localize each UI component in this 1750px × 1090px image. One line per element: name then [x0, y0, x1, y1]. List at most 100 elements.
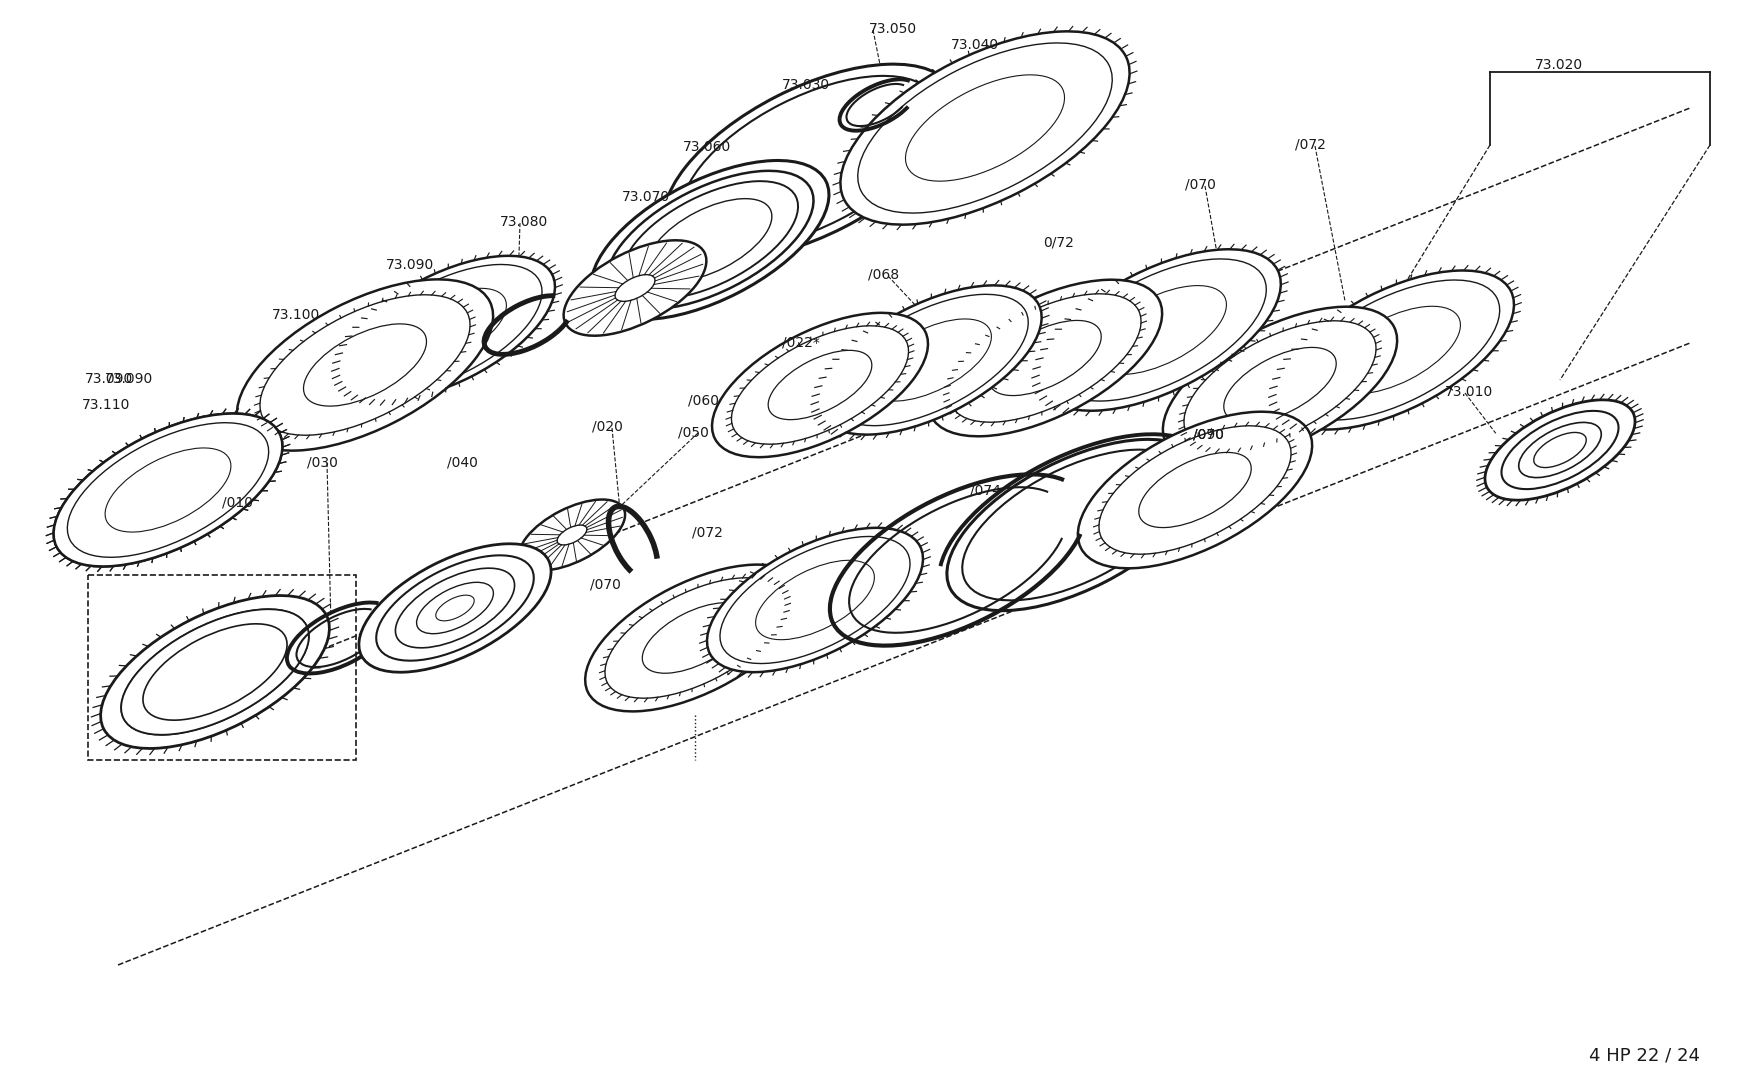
Text: 4 HP 22 / 24: 4 HP 22 / 24: [1589, 1047, 1699, 1065]
Ellipse shape: [963, 450, 1188, 601]
Ellipse shape: [621, 181, 798, 299]
Text: 73.050: 73.050: [870, 22, 917, 36]
Ellipse shape: [54, 413, 282, 567]
Ellipse shape: [1139, 452, 1251, 528]
Text: /074: /074: [970, 483, 1001, 497]
Ellipse shape: [947, 439, 1202, 610]
Ellipse shape: [819, 286, 1041, 435]
Ellipse shape: [556, 525, 586, 545]
Text: 73.010: 73.010: [1446, 385, 1493, 399]
Ellipse shape: [584, 565, 805, 712]
Ellipse shape: [520, 499, 625, 570]
Text: /072: /072: [1295, 138, 1326, 152]
Ellipse shape: [768, 350, 872, 420]
Text: /068: /068: [868, 268, 900, 282]
Ellipse shape: [707, 528, 922, 673]
Ellipse shape: [1533, 433, 1586, 468]
Text: /060: /060: [688, 393, 719, 407]
Ellipse shape: [189, 655, 240, 689]
Ellipse shape: [105, 448, 231, 532]
Text: 73.070: 73.070: [621, 190, 670, 204]
Text: /070: /070: [1194, 428, 1223, 443]
Ellipse shape: [1502, 411, 1619, 489]
Ellipse shape: [564, 240, 707, 336]
Ellipse shape: [831, 294, 1029, 426]
Ellipse shape: [303, 324, 427, 407]
Text: 73.090: 73.090: [387, 258, 434, 272]
Ellipse shape: [606, 578, 786, 699]
Text: 73.090: 73.090: [105, 372, 154, 386]
Text: /040: /040: [446, 455, 478, 469]
Ellipse shape: [868, 319, 992, 401]
Ellipse shape: [100, 595, 329, 749]
Ellipse shape: [1162, 306, 1396, 463]
Ellipse shape: [416, 582, 494, 633]
Ellipse shape: [1040, 250, 1281, 411]
Ellipse shape: [66, 423, 270, 557]
Ellipse shape: [732, 326, 908, 445]
Ellipse shape: [1185, 320, 1376, 449]
Ellipse shape: [261, 294, 471, 435]
Ellipse shape: [396, 568, 514, 647]
Ellipse shape: [144, 623, 287, 720]
Ellipse shape: [1519, 423, 1601, 477]
Ellipse shape: [236, 279, 494, 450]
Text: /022*: /022*: [782, 335, 819, 349]
Text: 73.020: 73.020: [1535, 58, 1584, 72]
Ellipse shape: [105, 448, 231, 532]
Ellipse shape: [1078, 412, 1312, 568]
Ellipse shape: [166, 640, 262, 704]
Ellipse shape: [1290, 280, 1500, 420]
Text: 73.100: 73.100: [271, 308, 320, 322]
Text: 73.060: 73.060: [682, 140, 732, 154]
Ellipse shape: [928, 280, 1162, 436]
Ellipse shape: [54, 413, 282, 567]
Text: /070: /070: [590, 578, 621, 592]
Ellipse shape: [712, 313, 928, 457]
Text: /010: /010: [222, 495, 254, 509]
Ellipse shape: [1094, 286, 1227, 374]
Ellipse shape: [121, 609, 308, 735]
Ellipse shape: [592, 160, 829, 319]
Ellipse shape: [359, 544, 551, 673]
Text: /050: /050: [677, 425, 709, 439]
Text: /030: /030: [306, 455, 338, 469]
Ellipse shape: [436, 595, 474, 621]
Ellipse shape: [340, 256, 555, 400]
Ellipse shape: [989, 320, 1101, 396]
Text: 73.080: 73.080: [500, 215, 548, 229]
Ellipse shape: [1486, 400, 1635, 500]
Text: 73.040: 73.040: [950, 38, 999, 52]
Text: 73.110: 73.110: [82, 398, 131, 412]
Ellipse shape: [66, 423, 270, 557]
Ellipse shape: [642, 603, 747, 674]
Ellipse shape: [387, 288, 506, 367]
Text: /072: /072: [691, 525, 723, 538]
Ellipse shape: [144, 623, 287, 720]
Ellipse shape: [1054, 259, 1267, 401]
Text: /020: /020: [592, 420, 623, 434]
Text: /090: /090: [1194, 428, 1223, 443]
Ellipse shape: [663, 64, 957, 259]
Text: /070: /070: [1185, 178, 1216, 192]
Text: 73.030: 73.030: [782, 78, 830, 92]
Ellipse shape: [376, 555, 534, 661]
Text: 0/72: 0/72: [1043, 235, 1074, 249]
Ellipse shape: [1276, 270, 1514, 429]
Ellipse shape: [648, 198, 772, 281]
Ellipse shape: [1223, 348, 1337, 423]
Ellipse shape: [905, 75, 1064, 181]
Ellipse shape: [121, 609, 308, 735]
Ellipse shape: [352, 265, 542, 391]
Ellipse shape: [858, 43, 1113, 213]
Ellipse shape: [607, 171, 814, 310]
Ellipse shape: [1330, 306, 1461, 393]
Ellipse shape: [840, 32, 1129, 225]
Text: 73.090: 73.090: [86, 372, 133, 386]
Ellipse shape: [756, 560, 875, 640]
Ellipse shape: [719, 536, 910, 664]
Ellipse shape: [681, 76, 938, 249]
Ellipse shape: [949, 294, 1141, 422]
Ellipse shape: [1099, 426, 1292, 554]
Ellipse shape: [614, 275, 654, 301]
